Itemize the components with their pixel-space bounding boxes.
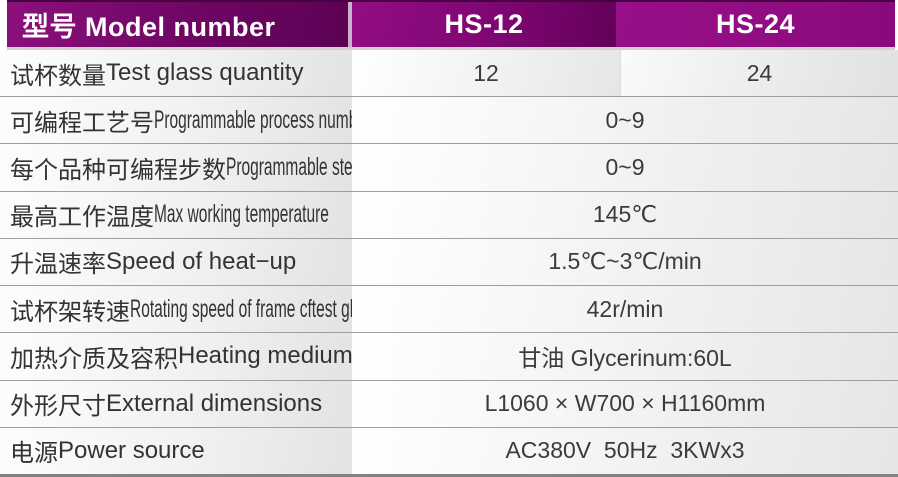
spec-value-cell-merged: 甘油 Glycerinum:60L (352, 333, 898, 380)
spec-label-cell: 升温速率 Speed of heat−up (0, 238, 352, 286)
spec-value-cell-hs12: 12 (352, 50, 620, 97)
header-hs12-label: HS-12 (444, 9, 524, 39)
table-row-programmable-process-number: 可编程工艺号 Programmable process number 0~9 (0, 97, 898, 145)
table-row-max-working-temperature: 最高工作温度 Max working temperature 145℃ (0, 191, 898, 239)
spec-value-cell-merged: 0~9 (352, 97, 898, 144)
label-en: Power source (58, 436, 205, 464)
label-zh: 升温速率 (10, 251, 106, 279)
cell-value: 24 (746, 59, 773, 86)
label-en: Programmable process number (154, 105, 352, 134)
label-zh: 试杯架转速 (10, 298, 130, 326)
header-col-hs12: HS-12 (352, 2, 616, 47)
table-row-test-glass-quantity: 试杯数量 Test glass quantity 12 24 (0, 50, 898, 98)
spec-label-cell: 最高工作温度 Max working temperature (0, 191, 352, 238)
label-en: Heating medium (178, 342, 352, 370)
table-row-power-source: 电源 Power source AC380V 50Hz 3KWx3 (0, 427, 898, 474)
table-header: 型号 Model number HS-12 HS-24 (7, 0, 895, 50)
spec-label-cell: 加热介质及容积 Heating medium (0, 333, 352, 380)
header-model-number: 型号 Model number (7, 2, 348, 47)
label-zh: 每个品种可编程步数 (10, 157, 226, 185)
label-en: External dimensions (106, 389, 323, 417)
cell-value: 0~9 (605, 106, 645, 133)
header-col-hs24: HS-24 (616, 2, 895, 47)
header-model-label: 型号 Model number (22, 12, 276, 42)
cell-value: 0~9 (605, 154, 645, 181)
spec-value-cell-merged: AC380V 50Hz 3KWx3 (352, 427, 898, 474)
label-en: Max working temperature (154, 200, 329, 229)
table-row-external-dimensions: 外形尺寸 External dimensions L1060 × W700 × H… (0, 380, 898, 428)
spec-label-cell: 试杯数量 Test glass quantity (0, 50, 352, 97)
cell-value: AC380V 50Hz 3KWx3 (505, 437, 745, 464)
spec-value-cell-hs24: 24 (620, 50, 898, 97)
cell-value: L1060 × W700 × H1160mm (484, 390, 766, 417)
spec-value-cell-merged: 1.5℃~3℃/min (352, 238, 898, 286)
label-en: Programmable steps (226, 153, 352, 182)
cell-value: 1.5℃~3℃/min (548, 248, 702, 275)
cell-value: 12 (473, 59, 499, 86)
header-hs24-label: HS-24 (715, 9, 796, 39)
cell-value: 42r/min (586, 295, 664, 322)
cell-value: 甘油 Glycerinum:60L (518, 345, 732, 372)
cell-value: 145℃ (592, 201, 658, 228)
spec-label-cell: 电源 Power source (0, 427, 352, 474)
table-row-heating-medium: 加热介质及容积 Heating medium 甘油 Glycerinum:60L (0, 333, 898, 381)
label-zh: 可编程工艺号 (10, 109, 154, 137)
spec-value-cell-merged: 0~9 (352, 144, 898, 191)
label-zh: 最高工作温度 (10, 204, 154, 232)
label-zh: 电源 (10, 440, 58, 468)
label-en: Test glass quantity (106, 59, 304, 87)
spec-value-cell-merged: 42r/min (352, 286, 898, 333)
spec-label-cell: 可编程工艺号 Programmable process number (0, 97, 352, 144)
table-row-speed-of-heat-up: 升温速率 Speed of heat−up 1.5℃~3℃/min (0, 238, 898, 287)
header-divider (348, 2, 352, 47)
spec-value-cell-merged: 145℃ (352, 191, 898, 238)
label-en: Speed of heat−up (106, 247, 297, 275)
label-en: Rotating speed of frame cftest glass (130, 294, 352, 323)
label-zh: 试杯数量 (10, 62, 106, 90)
spec-label-cell: 外形尺寸 External dimensions (0, 380, 352, 427)
label-zh: 外形尺寸 (10, 393, 106, 421)
spec-value-cell-merged: L1060 × W700 × H1160mm (352, 380, 898, 427)
label-zh: 加热介质及容积 (10, 345, 178, 373)
